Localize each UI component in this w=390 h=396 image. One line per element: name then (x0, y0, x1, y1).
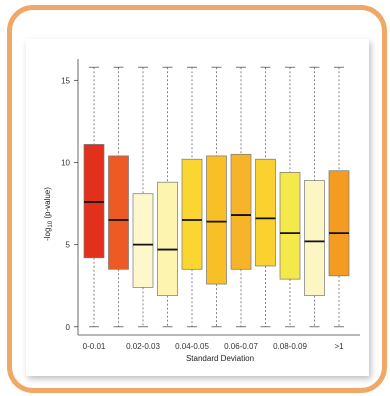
box-0.01-0.02 (108, 155, 129, 270)
box-0.07-0.08 (255, 158, 276, 267)
y-axis-label-group: -log10 (p-value) (43, 187, 54, 241)
y-axis-label-subscript: 10 (48, 220, 54, 227)
y-axis-label-prefix: -log (43, 228, 52, 241)
y-axis-label: -log10 (p-value) (43, 187, 54, 241)
box-0.09-1 (304, 180, 325, 296)
y-tick-label: 0 (66, 323, 71, 332)
box-0.04-0.05 (181, 158, 203, 270)
y-tick-label: 10 (61, 159, 70, 168)
figure-card: -log10 (p-value) Standard Deviation 0 5 10… (7, 5, 387, 393)
box-0.06-0.07 (230, 153, 252, 270)
y-tick-label: 15 (61, 76, 70, 85)
box-0.05-0.06 (206, 155, 227, 285)
x-tick-label: 0-0.01 (83, 342, 106, 351)
x-tick-label: 0.08-0.09 (273, 342, 307, 351)
box-0.08-0.09 (279, 172, 301, 280)
chart-panel: -log10 (p-value) Standard Deviation 0 5 10… (26, 39, 369, 376)
box->1 (328, 170, 350, 277)
x-tick-label: 0.04-0.05 (175, 342, 209, 351)
y-tick-label: 5 (66, 241, 71, 250)
x-tick-label: 0.06-0.07 (224, 342, 258, 351)
box-plot-chart: -log10 (p-value) Standard Deviation 0510… (43, 59, 360, 363)
y-axis-label-suffix: (p-value) (43, 187, 52, 221)
x-tick-label: 0.02-0.03 (126, 342, 160, 351)
box-0.02-0.03 (132, 193, 154, 288)
x-axis-label: Standard Deviation (186, 354, 254, 363)
x-tick-label: >1 (334, 342, 344, 351)
box-0.03-0.04 (157, 181, 178, 296)
